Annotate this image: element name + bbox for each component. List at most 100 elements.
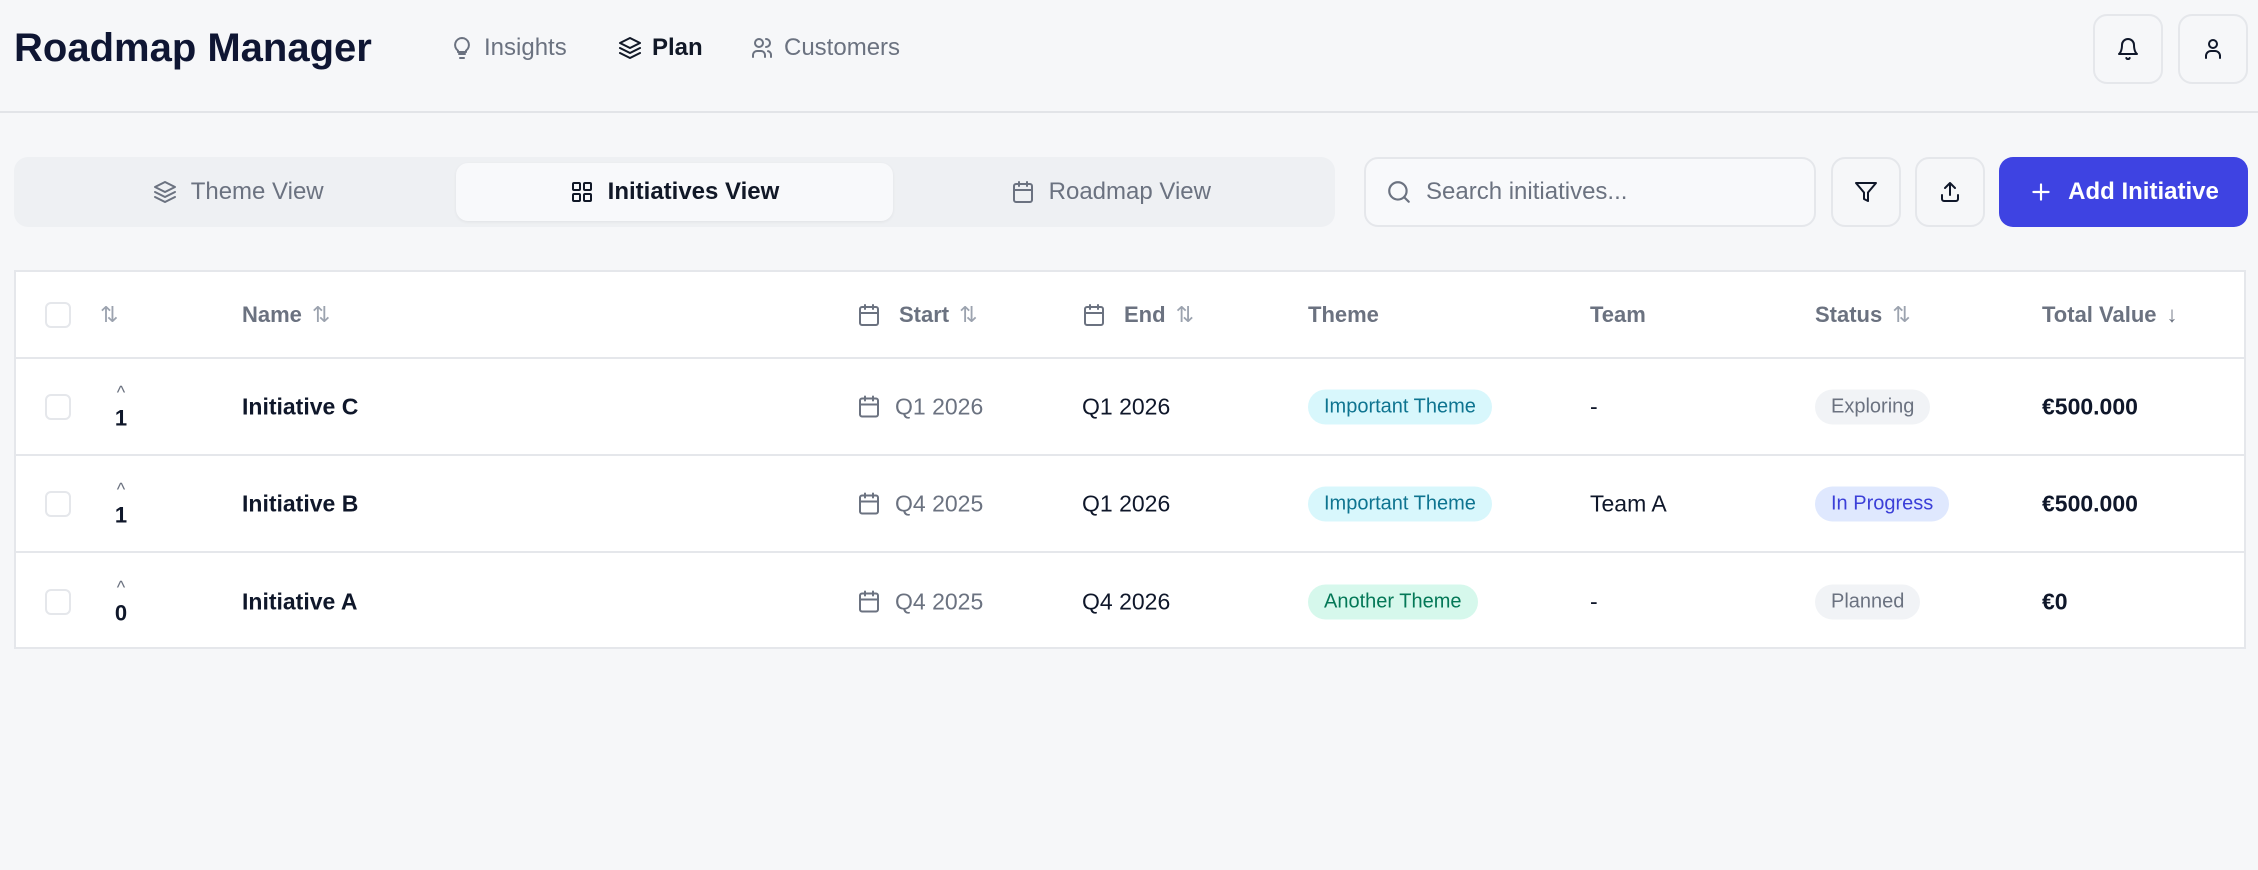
column-label: Name xyxy=(242,301,302,327)
votes-sort-icon[interactable]: ⇅ xyxy=(100,301,119,327)
select-all-checkbox[interactable] xyxy=(45,301,71,328)
nav-plan[interactable]: Plan xyxy=(618,34,703,62)
start-date[interactable]: Q4 2025 xyxy=(857,490,983,517)
nav-label: Customers xyxy=(784,34,901,61)
upvote-icon[interactable]: ^ xyxy=(116,479,126,499)
initiative-name[interactable]: Initiative B xyxy=(242,490,359,516)
calendar-icon xyxy=(1012,181,1033,203)
initiative-name[interactable]: Initiative C xyxy=(242,393,359,419)
total-value: €500.000 xyxy=(2042,393,2138,419)
calendar-icon xyxy=(1084,303,1104,326)
tab-label: Initiatives View xyxy=(607,178,780,205)
start-value: Q1 2026 xyxy=(895,393,984,419)
layers-icon xyxy=(153,181,176,203)
column-label: End xyxy=(1124,301,1166,327)
column-start[interactable]: Start ⇅ xyxy=(857,302,978,328)
app-title: Roadmap Manager xyxy=(14,26,372,70)
column-label: Start xyxy=(899,301,950,327)
sort-icon: ⇅ xyxy=(959,301,978,327)
column-end[interactable]: End ⇅ xyxy=(1082,302,1194,328)
layers-icon xyxy=(619,37,641,59)
add-initiative-label: Add Initiative xyxy=(2068,178,2219,205)
sort-desc-icon: ↓ xyxy=(2166,301,2178,327)
status-badge[interactable]: Planned xyxy=(1815,584,1921,619)
users-icon xyxy=(752,38,773,58)
profile-button[interactable] xyxy=(2178,14,2248,84)
sort-icon: ⇅ xyxy=(1175,301,1194,327)
sort-icon: ⇅ xyxy=(311,301,331,327)
vote-control[interactable]: ^ 1 xyxy=(96,479,146,528)
start-date[interactable]: Q4 2025 xyxy=(857,588,983,615)
calendar-icon xyxy=(859,590,879,613)
end-date[interactable]: Q1 2026 xyxy=(1082,393,1171,419)
top-header: Roadmap Manager Insights Plan Customers xyxy=(0,0,2258,113)
plus-icon xyxy=(2032,183,2050,201)
grid-icon xyxy=(571,182,592,202)
status-badge[interactable]: In Progress xyxy=(1815,486,1950,521)
start-value: Q4 2025 xyxy=(895,588,984,614)
filter-button[interactable] xyxy=(1831,157,1901,227)
vote-count: 1 xyxy=(114,502,128,527)
search-icon xyxy=(1388,181,1410,203)
nav-label: Plan xyxy=(652,34,703,61)
search-box xyxy=(1364,157,1816,227)
upload-icon xyxy=(1941,182,1959,202)
vote-count: 0 xyxy=(114,600,128,625)
calendar-icon xyxy=(859,492,879,515)
add-initiative-button[interactable]: Add Initiative xyxy=(1999,157,2248,227)
total-value: €500.000 xyxy=(2042,490,2138,516)
notifications-button[interactable] xyxy=(2093,14,2163,84)
upvote-icon[interactable]: ^ xyxy=(116,382,126,402)
calendar-icon xyxy=(859,303,879,326)
bell-icon xyxy=(2118,38,2138,61)
column-label: Status xyxy=(1815,301,1883,327)
tab-label: Theme View xyxy=(190,178,324,205)
end-date[interactable]: Q1 2026 xyxy=(1082,490,1171,516)
table-row[interactable]: ^ 1 Initiative B Q4 2025 Q1 2026 Importan… xyxy=(16,456,2244,553)
nav-insights[interactable]: Insights xyxy=(450,34,567,62)
search-input[interactable] xyxy=(1426,178,1806,206)
row-checkbox[interactable] xyxy=(45,490,71,517)
row-checkbox[interactable] xyxy=(45,393,71,420)
start-value: Q4 2025 xyxy=(895,490,984,516)
column-name[interactable]: Name ⇅ xyxy=(242,302,330,328)
theme-badge: Important Theme xyxy=(1308,389,1492,424)
upvote-icon[interactable]: ^ xyxy=(116,577,126,597)
table-header: ⇅ Name ⇅ Start ⇅ End ⇅ Theme Team Status ⇅ T… xyxy=(16,272,2244,359)
theme-badge: Another Theme xyxy=(1308,584,1478,619)
team: Team A xyxy=(1590,490,1667,516)
initiatives-table: ⇅ Name ⇅ Start ⇅ End ⇅ Theme Team Status ⇅ T… xyxy=(14,270,2246,649)
end-date[interactable]: Q4 2026 xyxy=(1082,588,1171,614)
calendar-icon xyxy=(859,395,879,418)
column-theme: Theme xyxy=(1308,301,1379,327)
tab-theme-view[interactable]: Theme View xyxy=(20,163,456,221)
tab-roadmap-view[interactable]: Roadmap View xyxy=(893,163,1329,221)
team: - xyxy=(1590,588,1598,614)
table-row[interactable]: ^ 1 Initiative C Q1 2026 Q1 2026 Importan… xyxy=(16,359,2244,456)
filter-icon xyxy=(1855,182,1877,202)
table-row[interactable]: ^ 0 Initiative A Q4 2025 Q4 2026 Another … xyxy=(16,553,2244,650)
vote-control[interactable]: ^ 1 xyxy=(96,382,146,431)
export-button[interactable] xyxy=(1915,157,1985,227)
column-total-value[interactable]: Total Value ↓ xyxy=(2042,302,2178,328)
nav-label: Insights xyxy=(484,34,567,61)
view-tabs: Theme View Initiatives View Roadmap View xyxy=(14,157,1335,227)
column-team: Team xyxy=(1590,301,1646,327)
vote-control[interactable]: ^ 0 xyxy=(96,577,146,626)
lightbulb-icon xyxy=(454,37,470,59)
theme-badge: Important Theme xyxy=(1308,486,1492,521)
tab-label: Roadmap View xyxy=(1048,178,1211,205)
start-date[interactable]: Q1 2026 xyxy=(857,393,983,420)
team: - xyxy=(1590,393,1598,419)
initiative-name[interactable]: Initiative A xyxy=(242,588,358,614)
row-checkbox[interactable] xyxy=(45,588,71,615)
column-status[interactable]: Status ⇅ xyxy=(1815,302,1911,328)
nav-customers[interactable]: Customers xyxy=(750,34,900,62)
sort-icon: ⇅ xyxy=(1892,301,1911,327)
total-value: €0 xyxy=(2042,588,2068,614)
user-icon xyxy=(2205,39,2221,59)
column-label: Total Value xyxy=(2042,301,2157,327)
status-badge[interactable]: Exploring xyxy=(1815,389,1931,424)
tab-initiatives-view[interactable]: Initiatives View xyxy=(456,163,893,221)
vote-count: 1 xyxy=(114,405,128,430)
